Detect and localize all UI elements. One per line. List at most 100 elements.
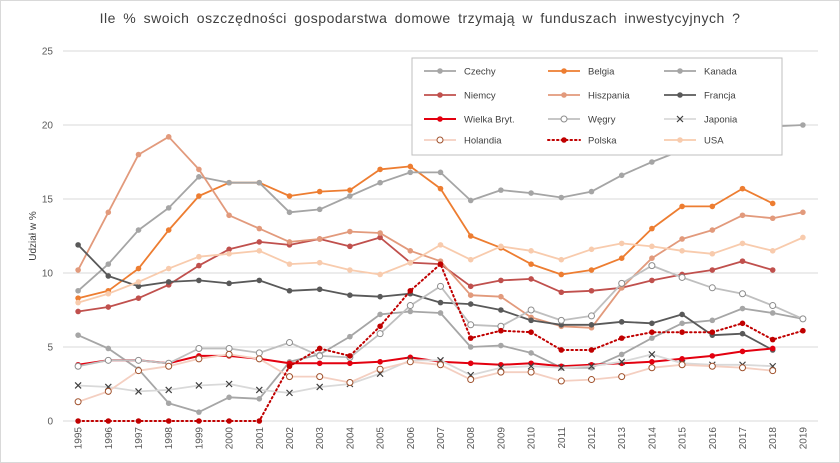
legend-label: USA (704, 136, 724, 147)
data-point (527, 368, 535, 376)
data-point (196, 418, 202, 424)
data-point (558, 347, 565, 353)
data-point (105, 290, 112, 297)
data-point (316, 286, 323, 293)
chart-title: Ile % swoich oszczędności gospodarstwa d… (99, 10, 741, 26)
data-point-stroke (676, 115, 684, 123)
y-tick-label: 0 (47, 417, 53, 428)
data-point (286, 373, 293, 381)
data-point (165, 386, 173, 394)
data-point (407, 248, 414, 254)
data-point (800, 234, 806, 241)
series-line (77, 165, 774, 300)
data-point (739, 212, 746, 219)
series-francja (75, 242, 776, 353)
data-point (347, 193, 353, 199)
data-point (256, 225, 263, 232)
data-point (105, 261, 112, 267)
data-point (135, 356, 142, 364)
data-point (649, 159, 655, 165)
data-point (347, 228, 353, 235)
data-point (286, 287, 293, 294)
legend-item: Holandia (424, 136, 502, 147)
data-point (165, 205, 172, 211)
data-point (226, 250, 232, 257)
data-point (557, 377, 565, 385)
x-tick-label: 2008 (466, 427, 477, 450)
data-point (407, 169, 414, 176)
data-point (498, 243, 504, 250)
x-tick-label: 2016 (708, 427, 719, 450)
data-point (739, 185, 746, 192)
legend-item: Francja (664, 91, 736, 102)
data-point (618, 373, 626, 381)
data-point (347, 353, 353, 359)
data-point (407, 287, 414, 294)
data-point (528, 360, 534, 367)
data-point (467, 360, 474, 367)
data-point (347, 292, 353, 299)
x-tick-label: 1996 (104, 427, 115, 450)
data-point (316, 383, 324, 391)
data-point (377, 230, 383, 236)
x-tick-label: 2003 (315, 427, 326, 450)
data-point (648, 262, 656, 270)
data-point (347, 267, 353, 273)
x-tick-label: 2011 (557, 427, 568, 449)
legend-label: Hiszpania (588, 91, 630, 102)
data-point (256, 239, 263, 245)
data-point (256, 418, 263, 424)
data-point (377, 293, 383, 300)
data-point-stroke (255, 386, 263, 394)
data-point (226, 246, 232, 253)
data-point (676, 115, 684, 123)
data-point (75, 242, 81, 248)
data-point (739, 258, 746, 264)
data-point (437, 242, 444, 248)
x-tick-label: 2015 (678, 427, 689, 450)
x-tick-label: 1999 (194, 427, 205, 450)
legend-label: Polska (588, 136, 617, 147)
data-point (165, 227, 172, 233)
data-point (679, 248, 685, 254)
data-point (588, 287, 595, 294)
data-point-stroke (195, 382, 203, 389)
data-point (255, 355, 263, 363)
data-point (75, 308, 81, 315)
data-point (135, 151, 142, 158)
data-point (256, 248, 263, 254)
data-point (678, 273, 686, 281)
data-point (437, 92, 443, 98)
data-point (105, 209, 112, 216)
legend-label: Kanada (704, 67, 737, 78)
data-point (708, 284, 716, 292)
data-point (498, 342, 504, 349)
data-point (255, 386, 263, 394)
data-point (255, 349, 263, 357)
legend-item: Polska (547, 136, 617, 147)
data-point (75, 332, 81, 338)
data-point (286, 389, 293, 397)
data-point (104, 356, 112, 364)
data-point (769, 310, 776, 316)
data-point (769, 248, 776, 254)
legend-item: USA (664, 136, 724, 147)
data-point (105, 304, 112, 310)
data-point (679, 329, 685, 336)
data-point (649, 243, 655, 250)
data-point (497, 368, 505, 376)
data-point (226, 280, 232, 287)
data-point (649, 320, 655, 327)
data-point (588, 246, 595, 253)
data-point (588, 376, 595, 384)
data-point (677, 92, 683, 98)
data-point (467, 301, 474, 307)
data-point (196, 277, 202, 284)
legend-item: Japonia (664, 115, 738, 126)
data-point (588, 362, 595, 370)
data-point (739, 240, 746, 247)
data-point (498, 327, 504, 334)
series-węgry (74, 262, 807, 370)
x-tick-label: 2012 (587, 427, 598, 450)
data-point (105, 345, 112, 352)
